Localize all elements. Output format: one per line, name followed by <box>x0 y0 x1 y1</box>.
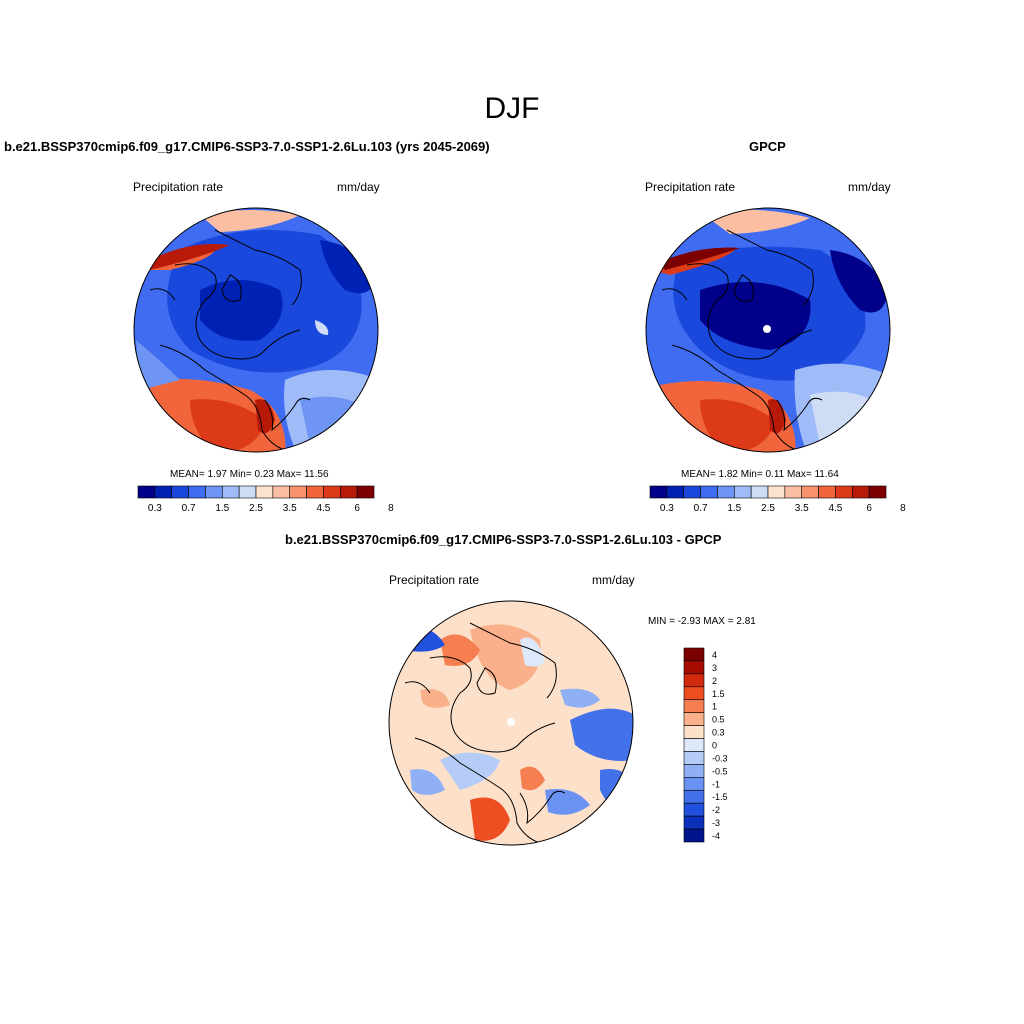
model-coastlines <box>149 229 311 451</box>
model-colorbar-tick-label: 8 <box>388 503 394 514</box>
obs-units-label: mm/day <box>848 180 891 194</box>
obs-precip-field <box>646 208 890 452</box>
obs-colorbar-tick-label: 6 <box>866 503 872 514</box>
diff-panel-title: b.e21.BSSP370cmip6.f09_g17.CMIP6-SSP3-7.… <box>285 532 722 547</box>
diff-colorbar-swatch <box>683 751 705 765</box>
obs-panel-title: GPCP <box>749 139 786 154</box>
model-colorbar-tick-label: 4.5 <box>316 503 330 514</box>
model-units-label: mm/day <box>337 180 380 194</box>
obs-colorbar-tick-label: 0.7 <box>694 503 708 514</box>
diff-stats: MIN = -2.93 MAX = 2.81 <box>648 616 756 627</box>
diff-colorbar-swatch <box>683 660 705 675</box>
obs-variable-label: Precipitation rate <box>645 180 736 194</box>
diff-colorbar-swatch <box>683 712 705 726</box>
diff-colorbar-tick-label: 4 <box>712 650 717 660</box>
diff-colorbar-swatch <box>683 738 705 752</box>
diff-colorbar-tick-label: 0.5 <box>712 715 725 725</box>
model-colorbar-tick-label: 6 <box>354 503 360 514</box>
obs-colorbar-tick-label: 3.5 <box>795 503 809 514</box>
diff-colorbar-tick-label: -3 <box>712 818 720 828</box>
diff-colorbar-tick-label: -1 <box>712 779 720 789</box>
model-colorbar-tick-label: 0.3 <box>148 503 162 514</box>
diff-colorbar-swatch <box>683 647 705 662</box>
obs-colorbar-tick-label: 2.5 <box>761 503 775 514</box>
model-colorbar-tick-label: 3.5 <box>283 503 297 514</box>
diff-colorbar-swatch <box>683 789 705 804</box>
diff-colorbar-swatch <box>683 764 705 778</box>
model-colorbar-tick-label: 0.7 <box>182 503 196 514</box>
model-colorbar-tick-label: 2.5 <box>249 503 263 514</box>
diff-colorbar-tick-label: 1.5 <box>712 689 725 699</box>
diff-colorbar-swatch <box>683 725 705 739</box>
diff-colorbar-swatch <box>683 828 705 843</box>
diff-colorbar-tick-label: -0.5 <box>712 766 728 776</box>
diff-colorbar-tick-label: 0 <box>712 741 717 751</box>
diff-precip-field <box>389 601 633 845</box>
obs-coastlines <box>661 229 823 451</box>
obs-stats: MEAN= 1.82 Min= 0.11 Max= 11.64 <box>681 469 839 480</box>
diff-variable-label: Precipitation rate <box>389 573 480 587</box>
model-colorbar-swatch <box>356 485 375 499</box>
diff-colorbar-swatch <box>683 777 705 791</box>
diff-units-label: mm/day <box>592 573 635 587</box>
model-variable-label: Precipitation rate <box>133 180 224 194</box>
figure-title: DJF <box>484 92 540 125</box>
diff-colorbar-tick-label: 2 <box>712 676 717 686</box>
diff-colorbar-swatch <box>683 686 705 701</box>
diff-colorbar-tick-label: -4 <box>712 831 720 841</box>
diff-colorbar-tick-label: 1 <box>712 702 717 712</box>
diff-coastlines <box>404 622 566 844</box>
diff-colorbar-swatch <box>683 699 705 713</box>
diff-colorbar-tick-label: 3 <box>712 663 717 673</box>
diff-colorbar-swatch <box>683 802 705 817</box>
diff-colorbar-tick-label: -1.5 <box>712 792 728 802</box>
obs-colorbar-tick-label: 1.5 <box>727 503 741 514</box>
diff-colorbar-tick-label: 0.3 <box>712 728 725 738</box>
obs-colorbar-tick-label: 0.3 <box>660 503 674 514</box>
diff-colorbar-tick-label: -2 <box>712 805 720 815</box>
diff-colorbar-swatch <box>683 673 705 688</box>
obs-colorbar-tick-label: 4.5 <box>828 503 842 514</box>
diff-colorbar-swatch <box>683 815 705 830</box>
obs-colorbar-swatch <box>868 485 887 499</box>
model-stats: MEAN= 1.97 Min= 0.23 Max= 11.56 <box>170 469 329 480</box>
model-panel-title: b.e21.BSSP370cmip6.f09_g17.CMIP6-SSP3-7.… <box>4 139 490 154</box>
obs-colorbar-tick-label: 8 <box>900 503 906 514</box>
model-colorbar-tick-label: 1.5 <box>215 503 229 514</box>
diff-colorbar-tick-label: -0.3 <box>712 753 728 763</box>
model-precip-field <box>134 208 378 452</box>
